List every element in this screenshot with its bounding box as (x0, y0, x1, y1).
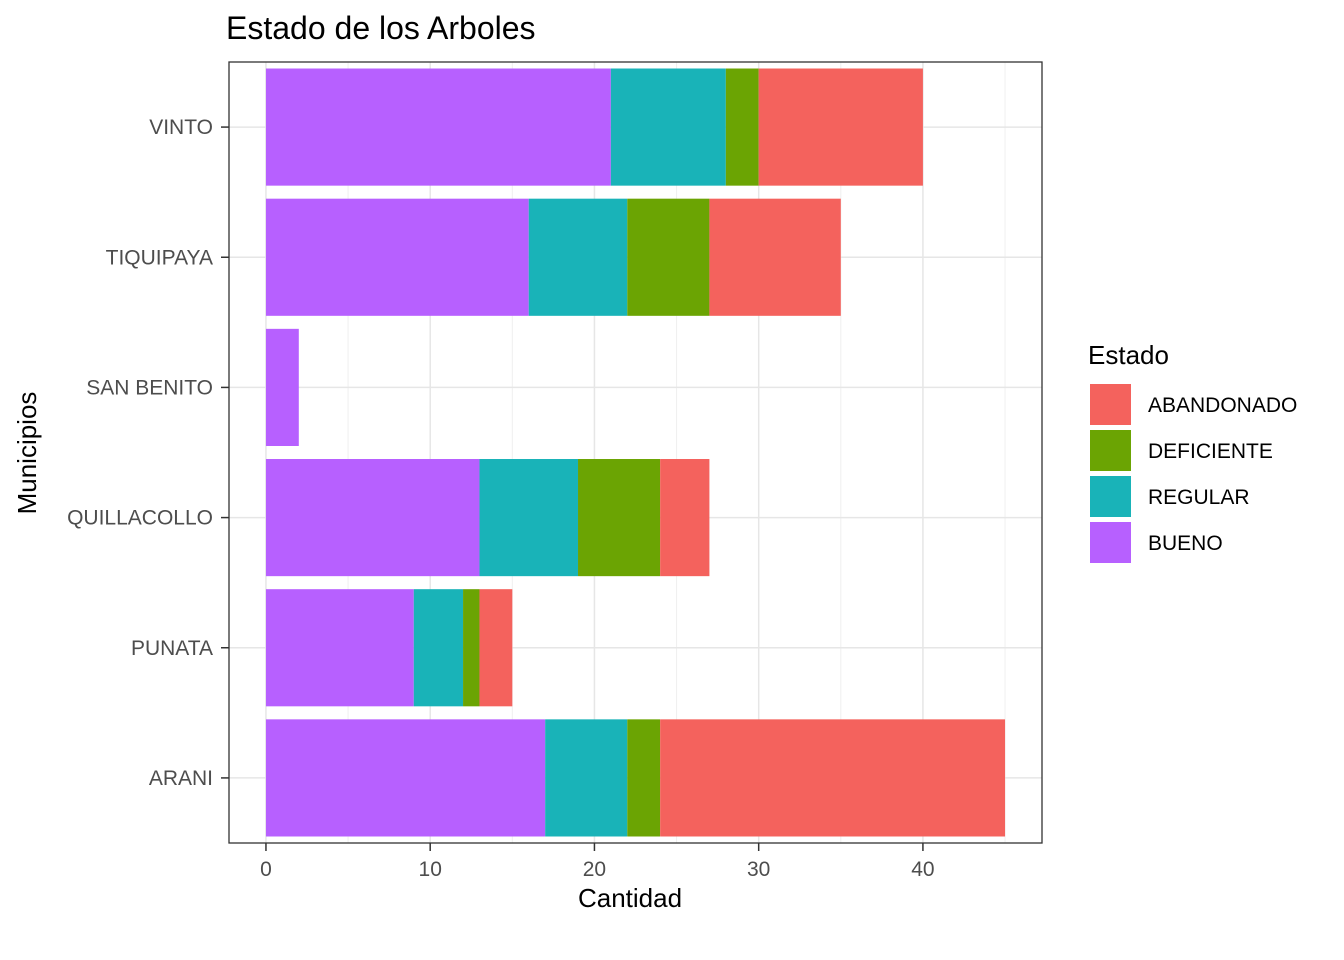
plot-area: VINTO TIQUIPAYA SAN BENITO QUILLACOLLO PUNAT… (67, 61, 1043, 881)
bar-quillacollo-deficiente (578, 459, 661, 577)
bar-punata-bueno (265, 589, 414, 707)
bar-quillacollo-bueno (265, 459, 480, 577)
bar-punata-deficiente (463, 589, 480, 707)
legend-swatch-deficiente (1090, 430, 1131, 471)
bar-arani-deficiente (627, 719, 661, 837)
chart-title: Estado de los Arboles (226, 10, 536, 46)
x-tick-label: 0 (260, 858, 272, 881)
bar-tiquipaya-abandonado (709, 198, 841, 316)
x-tick-label: 20 (583, 858, 606, 881)
bar-punata-regular (413, 589, 464, 707)
x-tick-label: 30 (747, 858, 770, 881)
bar-vinto-abandonado (758, 68, 923, 186)
bar-san-benito-bueno (265, 328, 299, 446)
bar-arani-bueno (265, 719, 546, 837)
bar-arani-abandonado (660, 719, 1006, 837)
y-tick-label: VINTO (149, 116, 213, 139)
y-tick-label: PUNATA (131, 637, 213, 660)
bar-tiquipaya-bueno (265, 198, 529, 316)
legend-title: Estado (1088, 340, 1169, 370)
bar-quillacollo-regular (479, 459, 579, 577)
plot-panel (229, 62, 1042, 843)
y-tick-label: TIQUIPAYA (106, 246, 213, 269)
bar-tiquipaya-deficiente (627, 198, 710, 316)
bars (265, 68, 1006, 837)
y-axis-label: Municipios (12, 392, 42, 515)
bar-tiquipaya-regular (528, 198, 628, 316)
bar-punata-abandonado (479, 589, 513, 707)
legend-label-deficiente: DEFICIENTE (1148, 440, 1273, 463)
legend-swatch-abandonado (1090, 384, 1131, 425)
legend-label-regular: REGULAR (1148, 486, 1250, 509)
bar-arani-regular (545, 719, 628, 837)
bar-vinto-bueno (265, 68, 611, 186)
x-axis-ticks: 0 10 20 30 40 (260, 843, 935, 881)
bar-vinto-deficiente (725, 68, 759, 186)
legend-label-abandonado: ABANDONADO (1148, 394, 1297, 417)
plot-border (228, 61, 1043, 844)
y-tick-label: ARANI (149, 767, 213, 790)
x-tick-label: 10 (419, 858, 442, 881)
x-tick-label: 40 (911, 858, 934, 881)
legend-label-bueno: BUENO (1148, 532, 1223, 555)
legend: Estado ABANDONADO DEFICIENTE REGULAR BUENO (1088, 340, 1297, 563)
y-tick-label: SAN BENITO (86, 376, 213, 399)
x-axis-label: Cantidad (578, 883, 682, 913)
bar-vinto-regular (610, 68, 726, 186)
y-axis-ticks: VINTO TIQUIPAYA SAN BENITO QUILLACOLLO PUNAT… (67, 116, 229, 790)
legend-swatch-bueno (1090, 522, 1131, 563)
y-tick-label: QUILLACOLLO (67, 507, 213, 530)
legend-swatch-regular (1090, 476, 1131, 517)
bar-quillacollo-abandonado (660, 459, 710, 577)
